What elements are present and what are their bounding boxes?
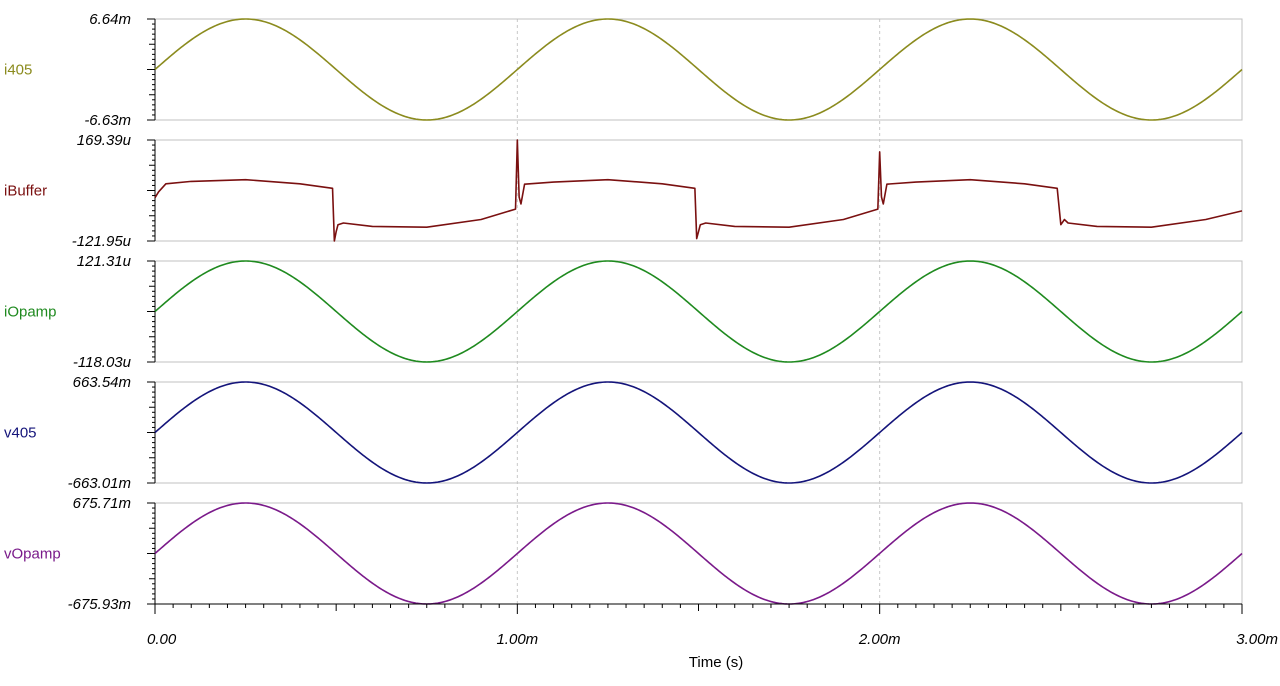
y-max-label: 169.39u xyxy=(77,132,132,149)
panel-vOpamp: 675.71m -675.93m vOpamp xyxy=(4,495,1243,613)
grid-layer xyxy=(516,19,881,604)
x-tick-label: 1.00m xyxy=(496,631,538,648)
y-max-label: 6.64m xyxy=(89,11,131,28)
y-min-label: -663.01m xyxy=(68,475,131,492)
series-line-iBuffer xyxy=(154,139,1243,242)
panel-v405: 663.54m -663.01m v405 xyxy=(4,374,1243,492)
y-max-label: 663.54m xyxy=(73,374,131,391)
panel-i405: 6.64m -6.63m i405 xyxy=(4,11,1243,129)
series-line-vOpamp xyxy=(154,502,1243,605)
y-max-label: 121.31u xyxy=(77,253,132,270)
panel-iBuffer: 169.39u -121.95u iBuffer xyxy=(4,132,1243,250)
x-tick-label: 0.00 xyxy=(147,631,177,648)
y-min-label: -118.03u xyxy=(73,354,132,371)
series-name: v405 xyxy=(4,425,37,442)
panel-iOpamp: 121.31u -118.03u iOpamp xyxy=(4,253,1243,371)
x-axis-title: Time (s) xyxy=(689,654,743,671)
x-tick-label: 3.00m xyxy=(1236,631,1278,648)
panels-layer: 6.64m -6.63m i405 169.39u -121.95u iBuffer 121… xyxy=(4,11,1243,613)
series-line-v405 xyxy=(154,381,1243,484)
y-min-label: -121.95u xyxy=(72,233,132,250)
series-name: i405 xyxy=(4,62,32,79)
x-tick-label: 2.00m xyxy=(858,631,901,648)
series-line-i405 xyxy=(154,18,1243,121)
y-max-label: 675.71m xyxy=(73,495,131,512)
series-name: iBuffer xyxy=(4,183,47,200)
y-min-label: -675.93m xyxy=(68,596,131,613)
series-line-iOpamp xyxy=(154,260,1243,363)
series-name: vOpamp xyxy=(4,546,61,563)
y-min-label: -6.63m xyxy=(84,112,131,129)
series-name: iOpamp xyxy=(4,304,57,321)
x-axis: 0.00 1.00m 2.00m 3.00m xyxy=(147,603,1278,648)
panel-frame xyxy=(154,139,1243,242)
